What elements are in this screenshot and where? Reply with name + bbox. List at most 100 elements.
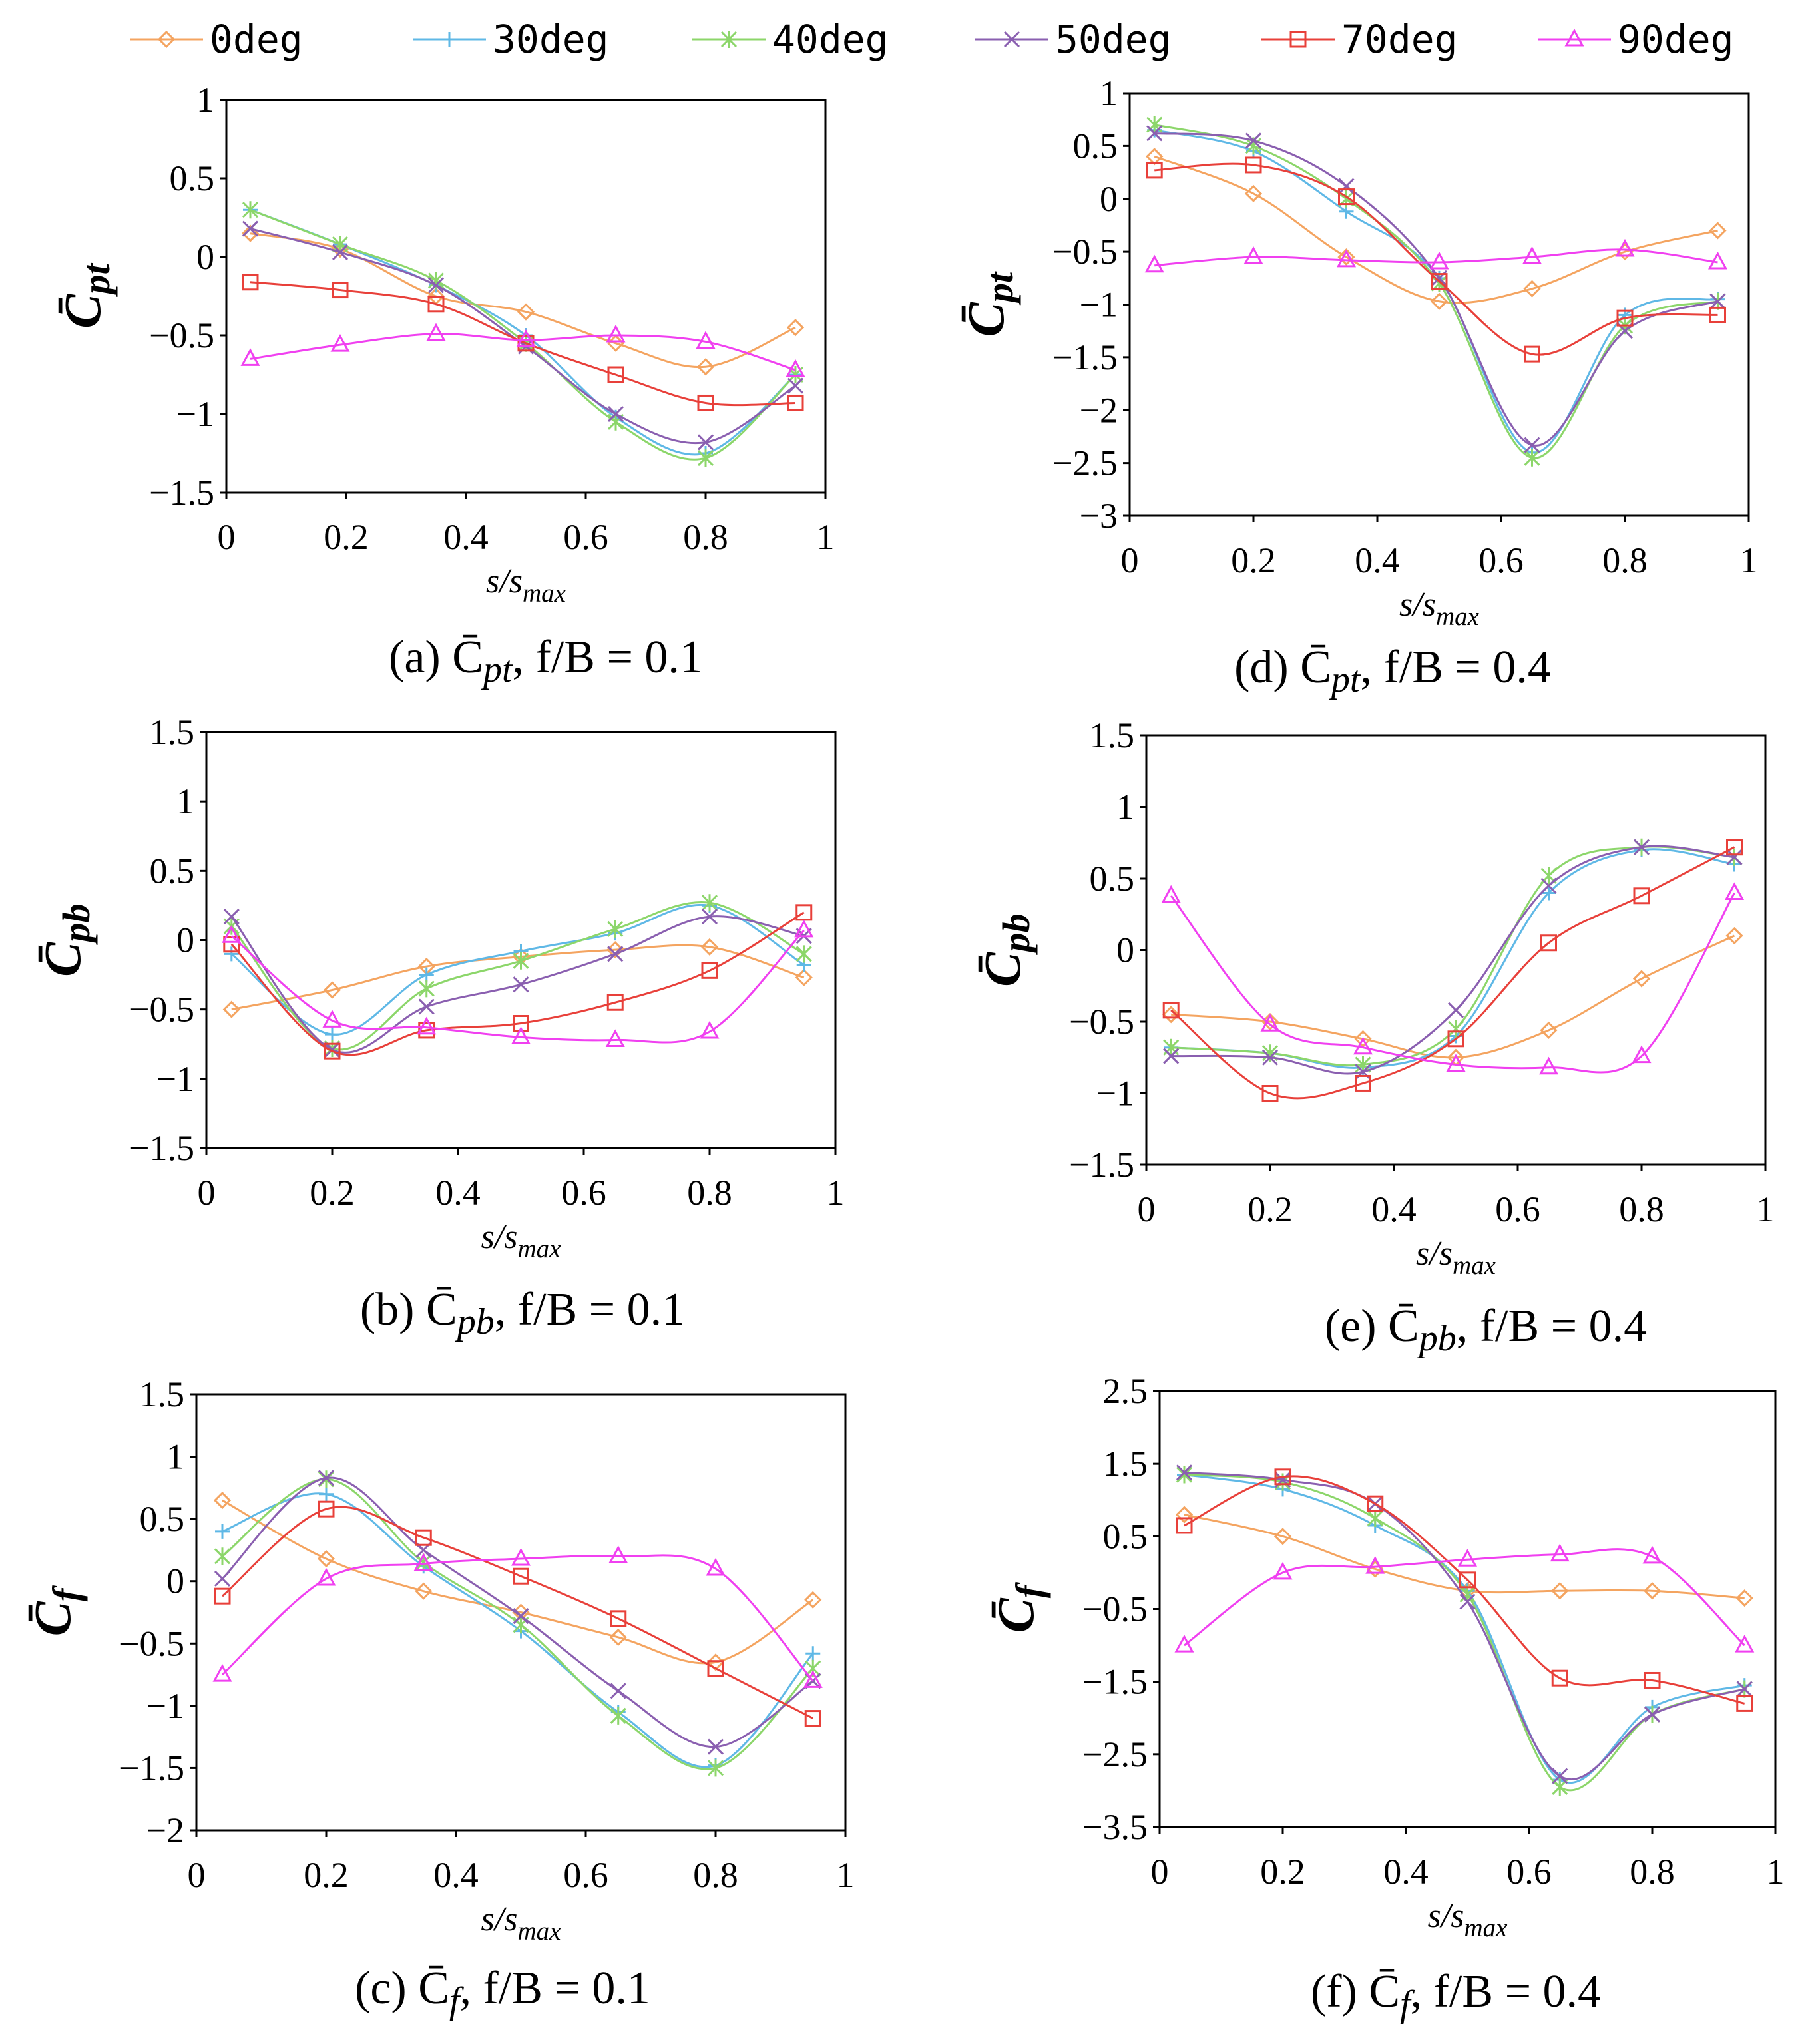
data-point-90deg <box>1243 246 1263 264</box>
legend-item-30deg: 30deg <box>413 9 609 69</box>
y-tick-label: −1.5 <box>149 473 214 512</box>
y-tick-label: 0 <box>176 920 194 960</box>
data-point-50deg <box>1338 178 1355 194</box>
data-point-70deg <box>1245 156 1262 174</box>
series-line-40deg <box>222 1478 814 1770</box>
data-point-90deg <box>511 1547 531 1566</box>
x-tick-label: 1 <box>837 1855 855 1895</box>
data-point-50deg <box>1261 1049 1279 1066</box>
legend-swatch-30deg <box>413 32 486 47</box>
y-tick-label: 1 <box>166 1437 184 1477</box>
series-line-70deg <box>250 281 796 407</box>
data-point-90deg <box>1707 251 1728 270</box>
y-tick-label: 0.5 <box>1073 126 1118 166</box>
legend-item-90deg: 90deg <box>1538 9 1734 69</box>
x-tick-label: 0 <box>1138 1189 1156 1229</box>
data-point-30deg <box>419 967 434 982</box>
chart-a: 0 0.2 0.4 0.6 0.8 1 1 0.5 0 −0.5 −1 −1.5 s/smax C̄pt (… <box>0 73 900 712</box>
data-point-0deg <box>1725 926 1743 945</box>
data-point-70deg <box>787 394 804 411</box>
data-point-70deg <box>804 1710 821 1727</box>
data-point-70deg <box>606 994 624 1011</box>
data-point-90deg <box>1446 1054 1466 1072</box>
y-tick-label: 0.5 <box>140 1499 185 1539</box>
series-70deg <box>1146 156 1726 363</box>
series-30deg <box>1147 122 1725 460</box>
data-point-50deg <box>318 1470 335 1486</box>
data-point-90deg <box>222 925 242 943</box>
x-tick-label: 0.8 <box>1630 1852 1675 1892</box>
data-point-90deg <box>1365 1556 1385 1574</box>
data-point-70deg <box>1524 345 1540 363</box>
data-point-0deg <box>700 938 719 956</box>
data-point-40deg <box>214 1547 231 1565</box>
data-point-50deg <box>223 909 240 925</box>
data-point-40deg <box>701 894 718 912</box>
x-axis-label: s/smax <box>481 1218 562 1263</box>
data-point-90deg <box>1260 1014 1280 1032</box>
data-point-50deg <box>697 434 714 451</box>
y-tick-label: −2 <box>146 1810 184 1850</box>
data-point-50deg <box>1726 849 1743 865</box>
data-point-30deg <box>1541 885 1556 901</box>
data-point-70deg <box>1459 1571 1476 1589</box>
data-point-70deg <box>513 1015 529 1032</box>
data-point-70deg <box>1540 934 1557 952</box>
legend-swatch-0deg <box>130 30 203 49</box>
data-point-90deg <box>1273 1561 1293 1580</box>
data-point-70deg <box>1726 839 1743 856</box>
data-point-70deg <box>1367 1495 1384 1512</box>
data-point-90deg <box>606 324 626 343</box>
chart-svg-a: 0 0.2 0.4 0.6 0.8 1 1 0.5 0 −0.5 −1 −1.5 s/smax C̄pt (… <box>53 80 835 690</box>
data-point-70deg <box>1551 1669 1568 1687</box>
series-line-90deg <box>1184 1548 1745 1647</box>
x-tick-label: 0.6 <box>1495 1189 1540 1229</box>
data-point-70deg <box>1431 273 1448 290</box>
chart-caption: (e) C̄pb, f/B = 0.4 <box>1325 1301 1647 1359</box>
series-line-90deg <box>1170 892 1735 1074</box>
data-point-40deg <box>607 920 624 938</box>
data-point-0deg <box>1244 184 1263 202</box>
series-line-40deg <box>1184 1474 1745 1792</box>
data-point-90deg <box>1550 1543 1570 1562</box>
series-30deg <box>243 202 803 461</box>
data-point-50deg <box>1245 132 1262 149</box>
legend-marker-0deg <box>157 30 176 49</box>
data-point-40deg <box>1524 449 1540 467</box>
series-line-70deg <box>222 1506 813 1719</box>
x-tick-label: 0.8 <box>687 1173 732 1213</box>
data-point-40deg <box>795 945 812 963</box>
y-tick-label: 0.5 <box>1090 859 1135 899</box>
data-point-90deg <box>1457 1549 1478 1567</box>
data-point-0deg <box>1337 248 1355 266</box>
data-point-50deg <box>1163 1048 1180 1064</box>
y-axis-label: C̄pb <box>33 903 98 977</box>
x-tick-label: 0 <box>218 517 236 557</box>
x-axis-label: s/smax <box>1399 586 1480 631</box>
legend-swatch-50deg <box>975 31 1048 48</box>
y-tick-label: 1.5 <box>140 1374 185 1414</box>
y-axis-label: C̄f <box>987 1581 1051 1633</box>
y-tick-label: −1 <box>176 394 214 434</box>
data-point-90deg <box>240 348 260 366</box>
x-tick-label: 0.4 <box>1371 1189 1417 1229</box>
data-point-0deg <box>1146 148 1164 166</box>
x-tick-label: 0.4 <box>443 517 489 557</box>
y-tick-label: −2.5 <box>1052 443 1118 483</box>
data-point-70deg <box>697 394 714 411</box>
data-point-50deg <box>513 1608 529 1625</box>
plot-frame <box>225 99 827 494</box>
series-70deg <box>1176 1468 1753 1712</box>
y-tick-label: 1 <box>196 80 214 120</box>
data-point-70deg <box>1709 306 1726 323</box>
data-point-90deg <box>794 919 814 938</box>
chart-caption: (b) C̄pb, f/B = 0.1 <box>360 1284 685 1342</box>
data-point-90deg <box>1735 1634 1755 1653</box>
data-point-90deg <box>426 323 446 341</box>
y-tick-label: 0 <box>166 1561 184 1601</box>
x-tick-label: 0.2 <box>324 517 369 557</box>
series-line-50deg <box>1184 1471 1745 1781</box>
data-point-90deg <box>1724 882 1745 900</box>
y-tick-label: 0.5 <box>150 851 195 891</box>
y-tick-label: −1 <box>1080 285 1118 325</box>
